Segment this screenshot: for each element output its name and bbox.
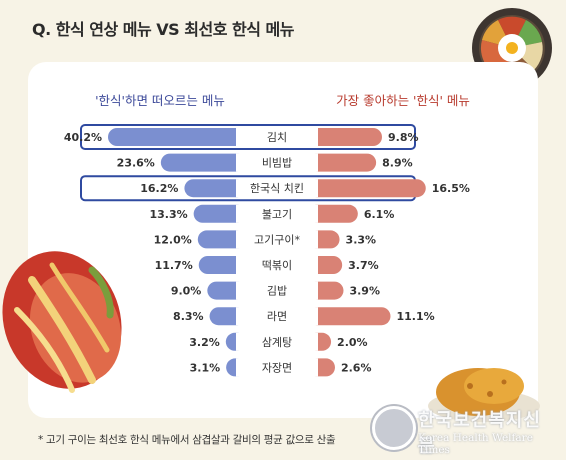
bar-left [108,128,246,146]
watermark-english: Korea Health Welfare Times [418,432,533,456]
bar-right [308,307,391,326]
value-label-right: 3.7% [348,259,379,272]
value-label-right: 9.8% [388,131,419,144]
bar-left [198,256,246,274]
bar-left-cap [236,332,248,351]
value-label-right: 16.5% [432,182,470,195]
value-label-left: 23.6% [117,157,155,170]
category-label: 고기구이* [254,233,300,246]
bar-right-cap [306,153,318,172]
watermark: 한국보건복지신문 Korea Health Welfare Times [372,404,558,457]
bar-right-cap [306,358,318,377]
category-label: 삼계탕 [262,336,292,349]
value-label-left: 40.2% [64,131,102,144]
bar-left-cap [236,204,248,223]
category-label: 김밥 [267,285,287,298]
value-label-right: 11.1% [396,310,434,323]
bar-right-cap [306,128,318,146]
value-label-right: 8.9% [382,157,413,170]
value-label-left: 9.0% [171,285,202,298]
category-label: 불고기 [262,208,292,221]
category-label: 자장면 [262,361,292,374]
bar-left-cap [236,179,248,198]
value-label-left: 3.2% [189,336,220,349]
bar-left [197,230,246,249]
bar-left-cap [236,281,248,300]
highlight-frame [80,124,416,150]
bar-left [193,204,246,223]
value-label-left: 16.2% [140,182,178,195]
bar-right [308,153,377,172]
value-label-right: 3.3% [346,233,377,246]
category-label: 김치 [267,131,287,144]
value-label-left: 3.1% [190,361,221,374]
category-label: 떡볶이 [262,259,292,272]
value-label-left: 12.0% [154,233,192,246]
bar-right [308,204,358,223]
watermark-korean: 한국보건복지신문 [418,410,541,457]
watermark-seal-icon [372,406,416,450]
bar-right-cap [306,204,318,223]
bar-right-cap [306,179,318,198]
bar-left-cap [236,128,248,146]
value-label-right: 2.6% [341,361,372,374]
bar-right-cap [306,332,318,351]
category-label: 비빔밥 [262,157,292,170]
value-label-left: 13.3% [149,208,187,221]
bar-left [184,179,246,198]
bar-left-cap [236,230,248,249]
value-label-left: 8.3% [173,310,204,323]
value-label-right: 6.1% [364,208,395,221]
bar-left-cap [236,358,248,377]
bar-left [160,153,246,172]
value-label-right: 3.9% [349,285,380,298]
legend-left: '한식'하면 떠오르는 메뉴 [95,93,225,108]
bar-right-cap [306,281,318,300]
bar-right-cap [306,307,318,326]
footnote: * 고기 구이는 최선호 한식 메뉴에서 삼겹살과 갈비의 평균 값으로 산출 [38,434,336,446]
value-label-right: 2.0% [337,336,368,349]
category-label: 한국식 치킨 [250,182,304,195]
bar-right-cap [306,230,318,249]
bar-left-cap [236,153,248,172]
value-label-left: 11.7% [155,259,193,272]
bar-left-cap [236,307,248,326]
bar-left-cap [236,256,248,274]
legend-right: 가장 좋아하는 '한식' 메뉴 [336,93,470,108]
category-label: 라면 [267,310,287,323]
bar-right-cap [306,256,318,274]
page-title: Q. 한식 연상 메뉴 VS 최선호 한식 메뉴 [32,20,294,39]
bar-right [308,179,426,198]
bar-right [308,128,382,146]
